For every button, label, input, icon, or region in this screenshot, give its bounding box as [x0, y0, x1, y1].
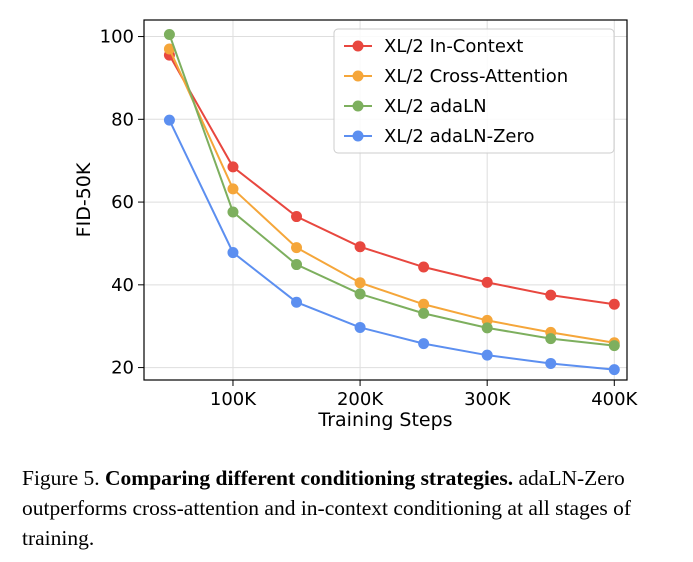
axis-ticks: 100K 200K 300K 400K 20 40 60 80 100	[100, 27, 639, 410]
legend-marker	[352, 100, 364, 112]
data-point	[354, 321, 366, 333]
data-point	[418, 261, 430, 273]
data-point	[227, 247, 239, 259]
data-point	[291, 259, 303, 271]
y-tick-label: 20	[111, 358, 134, 379]
legend-label: XL/2 adaLN	[384, 96, 487, 117]
legend-entry: XL/2 In-Context	[344, 36, 523, 57]
data-point	[481, 276, 493, 288]
y-axis-label: FID-50K	[73, 162, 95, 237]
y-tick-label: 40	[111, 275, 134, 296]
y-tick-label: 60	[111, 192, 134, 213]
data-point	[545, 357, 557, 369]
legend-label: XL/2 Cross-Attention	[384, 66, 568, 87]
y-tick-label: 80	[111, 109, 134, 130]
legend: XL/2 In-Context XL/2 Cross-Attention XL/2 …	[333, 28, 615, 154]
x-tick-label: 200K	[337, 389, 384, 410]
x-axis-label: Training Steps	[317, 409, 452, 431]
y-tick-label: 100	[100, 27, 134, 48]
data-point	[608, 364, 620, 376]
data-point	[163, 28, 175, 40]
data-point	[354, 241, 366, 253]
legend-entry: XL/2 adaLN	[344, 96, 487, 117]
x-tick-label: 100K	[210, 389, 257, 410]
series-line	[168, 48, 615, 344]
legend-label: XL/2 In-Context	[384, 36, 523, 57]
data-point	[354, 277, 366, 289]
data-point	[608, 298, 620, 310]
legend-entry: XL/2 adaLN-Zero	[344, 126, 535, 147]
legend-marker	[352, 70, 364, 82]
data-point	[291, 242, 303, 254]
data-point	[291, 211, 303, 223]
data-point	[545, 289, 557, 301]
series-line	[168, 54, 615, 306]
caption-text: adaLN-Zero outperforms cross-attention a…	[22, 466, 632, 550]
data-point	[227, 206, 239, 218]
caption-prefix: Figure 5.	[22, 466, 100, 490]
data-point	[418, 307, 430, 319]
data-point	[291, 296, 303, 308]
line-chart: 100K 200K 300K 400K 20 40 60 80 100 Training Ste…	[73, 19, 639, 431]
data-point	[163, 43, 175, 55]
series-line	[168, 34, 615, 347]
legend-marker	[352, 40, 364, 52]
x-tick-label: 400K	[591, 389, 638, 410]
legend-box	[333, 28, 615, 154]
data-point	[418, 298, 430, 310]
x-tick-label: 300K	[464, 389, 511, 410]
caption-bold-title: Comparing different conditioning strateg…	[105, 466, 514, 490]
data-point	[481, 349, 493, 361]
data-point	[227, 183, 239, 195]
figure-caption: Figure 5. Comparing different conditioni…	[22, 463, 677, 553]
data-point	[354, 288, 366, 300]
legend-marker	[352, 130, 364, 142]
data-point	[163, 114, 175, 126]
data-point	[227, 161, 239, 173]
data-point	[608, 340, 620, 352]
data-point	[545, 333, 557, 345]
series-layer	[163, 28, 620, 376]
data-point	[418, 338, 430, 350]
series-3	[163, 28, 620, 352]
data-point	[481, 322, 493, 334]
series-1	[163, 49, 620, 310]
legend-entry: XL/2 Cross-Attention	[344, 66, 568, 87]
series-4	[163, 114, 620, 376]
legend-label: XL/2 adaLN-Zero	[384, 126, 535, 147]
series-line	[168, 119, 615, 371]
plot-frame	[143, 19, 628, 381]
